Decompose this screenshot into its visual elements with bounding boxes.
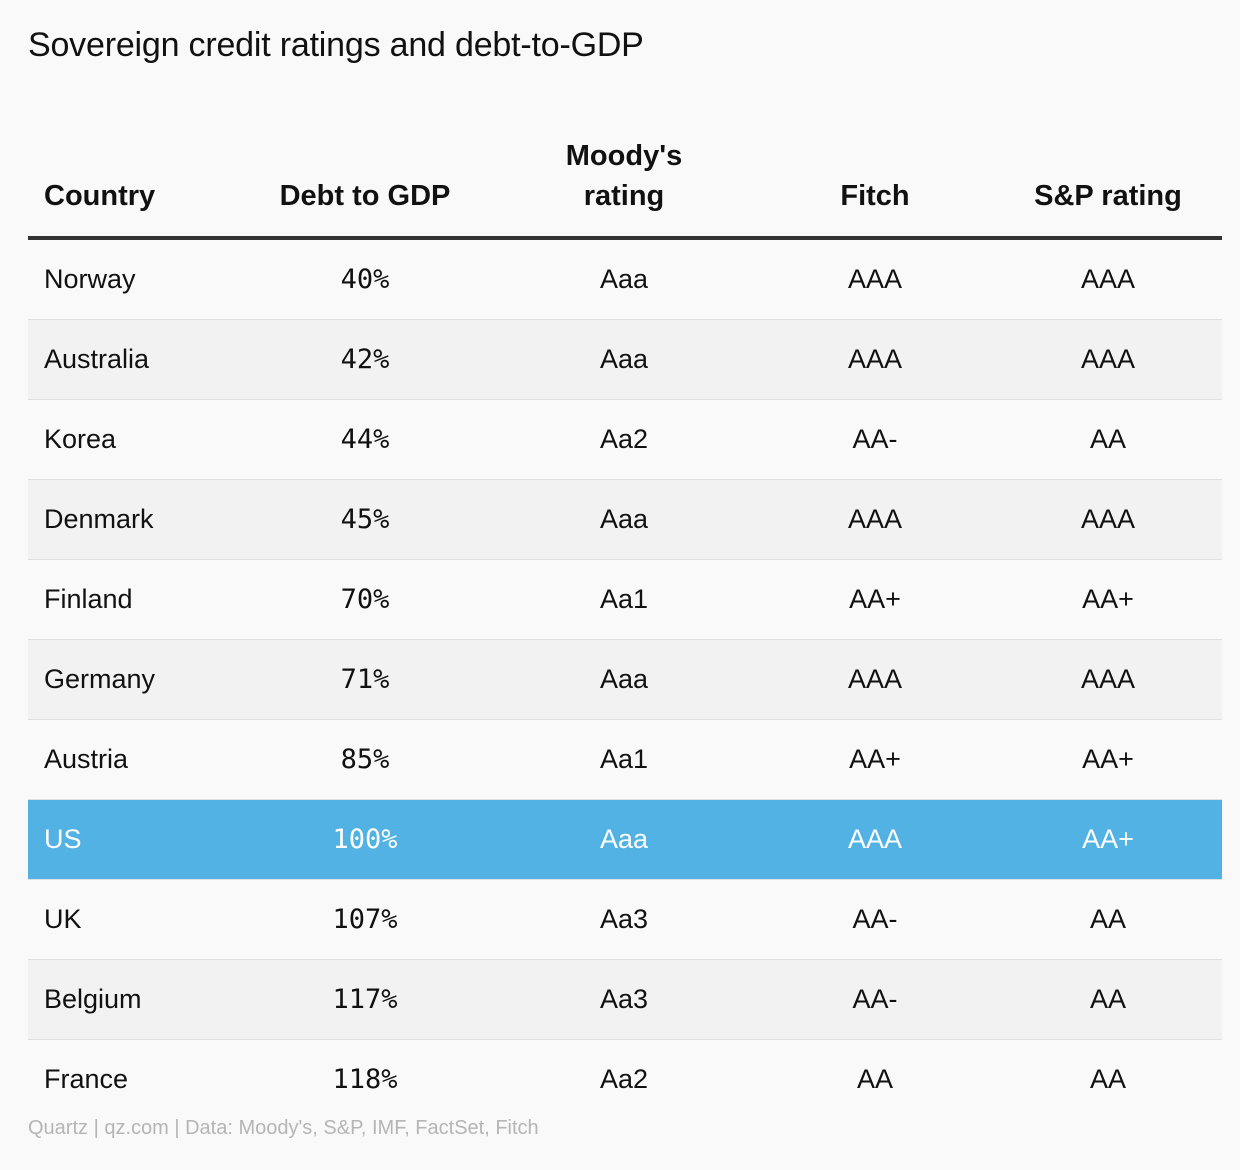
cell-debt-to-gdp: 71% bbox=[238, 639, 492, 720]
cell-moodys-rating: Aa1 bbox=[492, 559, 756, 640]
cell-sp-rating: AA+ bbox=[994, 799, 1222, 880]
cell-moodys-rating: Aaa bbox=[492, 639, 756, 720]
cell-debt-to-gdp: 40% bbox=[238, 238, 492, 320]
cell-fitch: AAA bbox=[756, 319, 994, 400]
table-row: Belgium 117% Aa3 AA- AA bbox=[28, 959, 1222, 1040]
cell-debt-to-gdp: 44% bbox=[238, 399, 492, 480]
column-header-fitch: Fitch bbox=[756, 110, 994, 240]
cell-country: Finland bbox=[28, 559, 238, 640]
cell-sp-rating: AA bbox=[994, 959, 1222, 1040]
table-row: US 100% Aaa AAA AA+ bbox=[28, 799, 1222, 880]
table-row: Australia 42% Aaa AAA AAA bbox=[28, 319, 1222, 400]
cell-debt-to-gdp: 107% bbox=[238, 879, 492, 960]
table-header-row: Country Debt to GDP Moody's rating Fitch… bbox=[28, 110, 1222, 240]
cell-country: Belgium bbox=[28, 959, 238, 1040]
table-row: Korea 44% Aa2 AA- AA bbox=[28, 399, 1222, 480]
column-header-sp-rating: S&P rating bbox=[994, 110, 1222, 240]
cell-country: Denmark bbox=[28, 479, 238, 560]
cell-fitch: AAA bbox=[756, 639, 994, 720]
cell-fitch: AAA bbox=[756, 238, 994, 320]
source-note: Quartz | qz.com | Data: Moody's, S&P, IM… bbox=[28, 1117, 539, 1139]
table-row: Norway 40% Aaa AAA AAA bbox=[28, 238, 1222, 320]
chart-title: Sovereign credit ratings and debt-to-GDP bbox=[28, 26, 644, 64]
cell-sp-rating: AA+ bbox=[994, 559, 1222, 640]
cell-fitch: AA- bbox=[756, 879, 994, 960]
ratings-table: Country Debt to GDP Moody's rating Fitch… bbox=[28, 110, 1222, 1119]
cell-moodys-rating: Aaa bbox=[492, 238, 756, 320]
table-row: France 118% Aa2 AA AA bbox=[28, 1039, 1222, 1119]
cell-fitch: AA+ bbox=[756, 719, 994, 800]
cell-moodys-rating: Aaa bbox=[492, 799, 756, 880]
cell-country: France bbox=[28, 1039, 238, 1119]
cell-debt-to-gdp: 70% bbox=[238, 559, 492, 640]
cell-fitch: AAA bbox=[756, 799, 994, 880]
table-row: Denmark 45% Aaa AAA AAA bbox=[28, 479, 1222, 560]
cell-moodys-rating: Aaa bbox=[492, 319, 756, 400]
cell-country: UK bbox=[28, 879, 238, 960]
table-row: Austria 85% Aa1 AA+ AA+ bbox=[28, 719, 1222, 800]
cell-country: Australia bbox=[28, 319, 238, 400]
cell-fitch: AA+ bbox=[756, 559, 994, 640]
cell-sp-rating: AA bbox=[994, 399, 1222, 480]
cell-country: Norway bbox=[28, 238, 238, 320]
cell-sp-rating: AAA bbox=[994, 639, 1222, 720]
cell-sp-rating: AAA bbox=[994, 479, 1222, 560]
cell-country: US bbox=[28, 799, 238, 880]
cell-sp-rating: AA bbox=[994, 1039, 1222, 1119]
cell-country: Austria bbox=[28, 719, 238, 800]
cell-debt-to-gdp: 118% bbox=[238, 1039, 492, 1119]
cell-fitch: AA- bbox=[756, 959, 994, 1040]
cell-debt-to-gdp: 100% bbox=[238, 799, 492, 880]
column-header-moodys-rating-label: Moody's rating bbox=[565, 140, 683, 212]
column-header-moodys-rating: Moody's rating bbox=[492, 110, 756, 240]
cell-sp-rating: AA bbox=[994, 879, 1222, 960]
cell-sp-rating: AAA bbox=[994, 319, 1222, 400]
cell-moodys-rating: Aa1 bbox=[492, 719, 756, 800]
cell-country: Korea bbox=[28, 399, 238, 480]
cell-debt-to-gdp: 42% bbox=[238, 319, 492, 400]
cell-moodys-rating: Aa2 bbox=[492, 399, 756, 480]
table-row: Germany 71% Aaa AAA AAA bbox=[28, 639, 1222, 720]
table-body: Norway 40% Aaa AAA AAA Australia 42% Aaa AAA AAA K… bbox=[28, 238, 1222, 1119]
cell-debt-to-gdp: 117% bbox=[238, 959, 492, 1040]
cell-country: Germany bbox=[28, 639, 238, 720]
cell-sp-rating: AA+ bbox=[994, 719, 1222, 800]
cell-moodys-rating: Aaa bbox=[492, 479, 756, 560]
cell-debt-to-gdp: 45% bbox=[238, 479, 492, 560]
cell-fitch: AA bbox=[756, 1039, 994, 1119]
cell-moodys-rating: Aa2 bbox=[492, 1039, 756, 1119]
cell-fitch: AAA bbox=[756, 479, 994, 560]
cell-moodys-rating: Aa3 bbox=[492, 959, 756, 1040]
cell-moodys-rating: Aa3 bbox=[492, 879, 756, 960]
table-row: UK 107% Aa3 AA- AA bbox=[28, 879, 1222, 960]
cell-debt-to-gdp: 85% bbox=[238, 719, 492, 800]
cell-sp-rating: AAA bbox=[994, 238, 1222, 320]
cell-fitch: AA- bbox=[756, 399, 994, 480]
column-header-debt-to-gdp: Debt to GDP bbox=[238, 110, 492, 240]
table-row: Finland 70% Aa1 AA+ AA+ bbox=[28, 559, 1222, 640]
column-header-country: Country bbox=[28, 110, 238, 240]
